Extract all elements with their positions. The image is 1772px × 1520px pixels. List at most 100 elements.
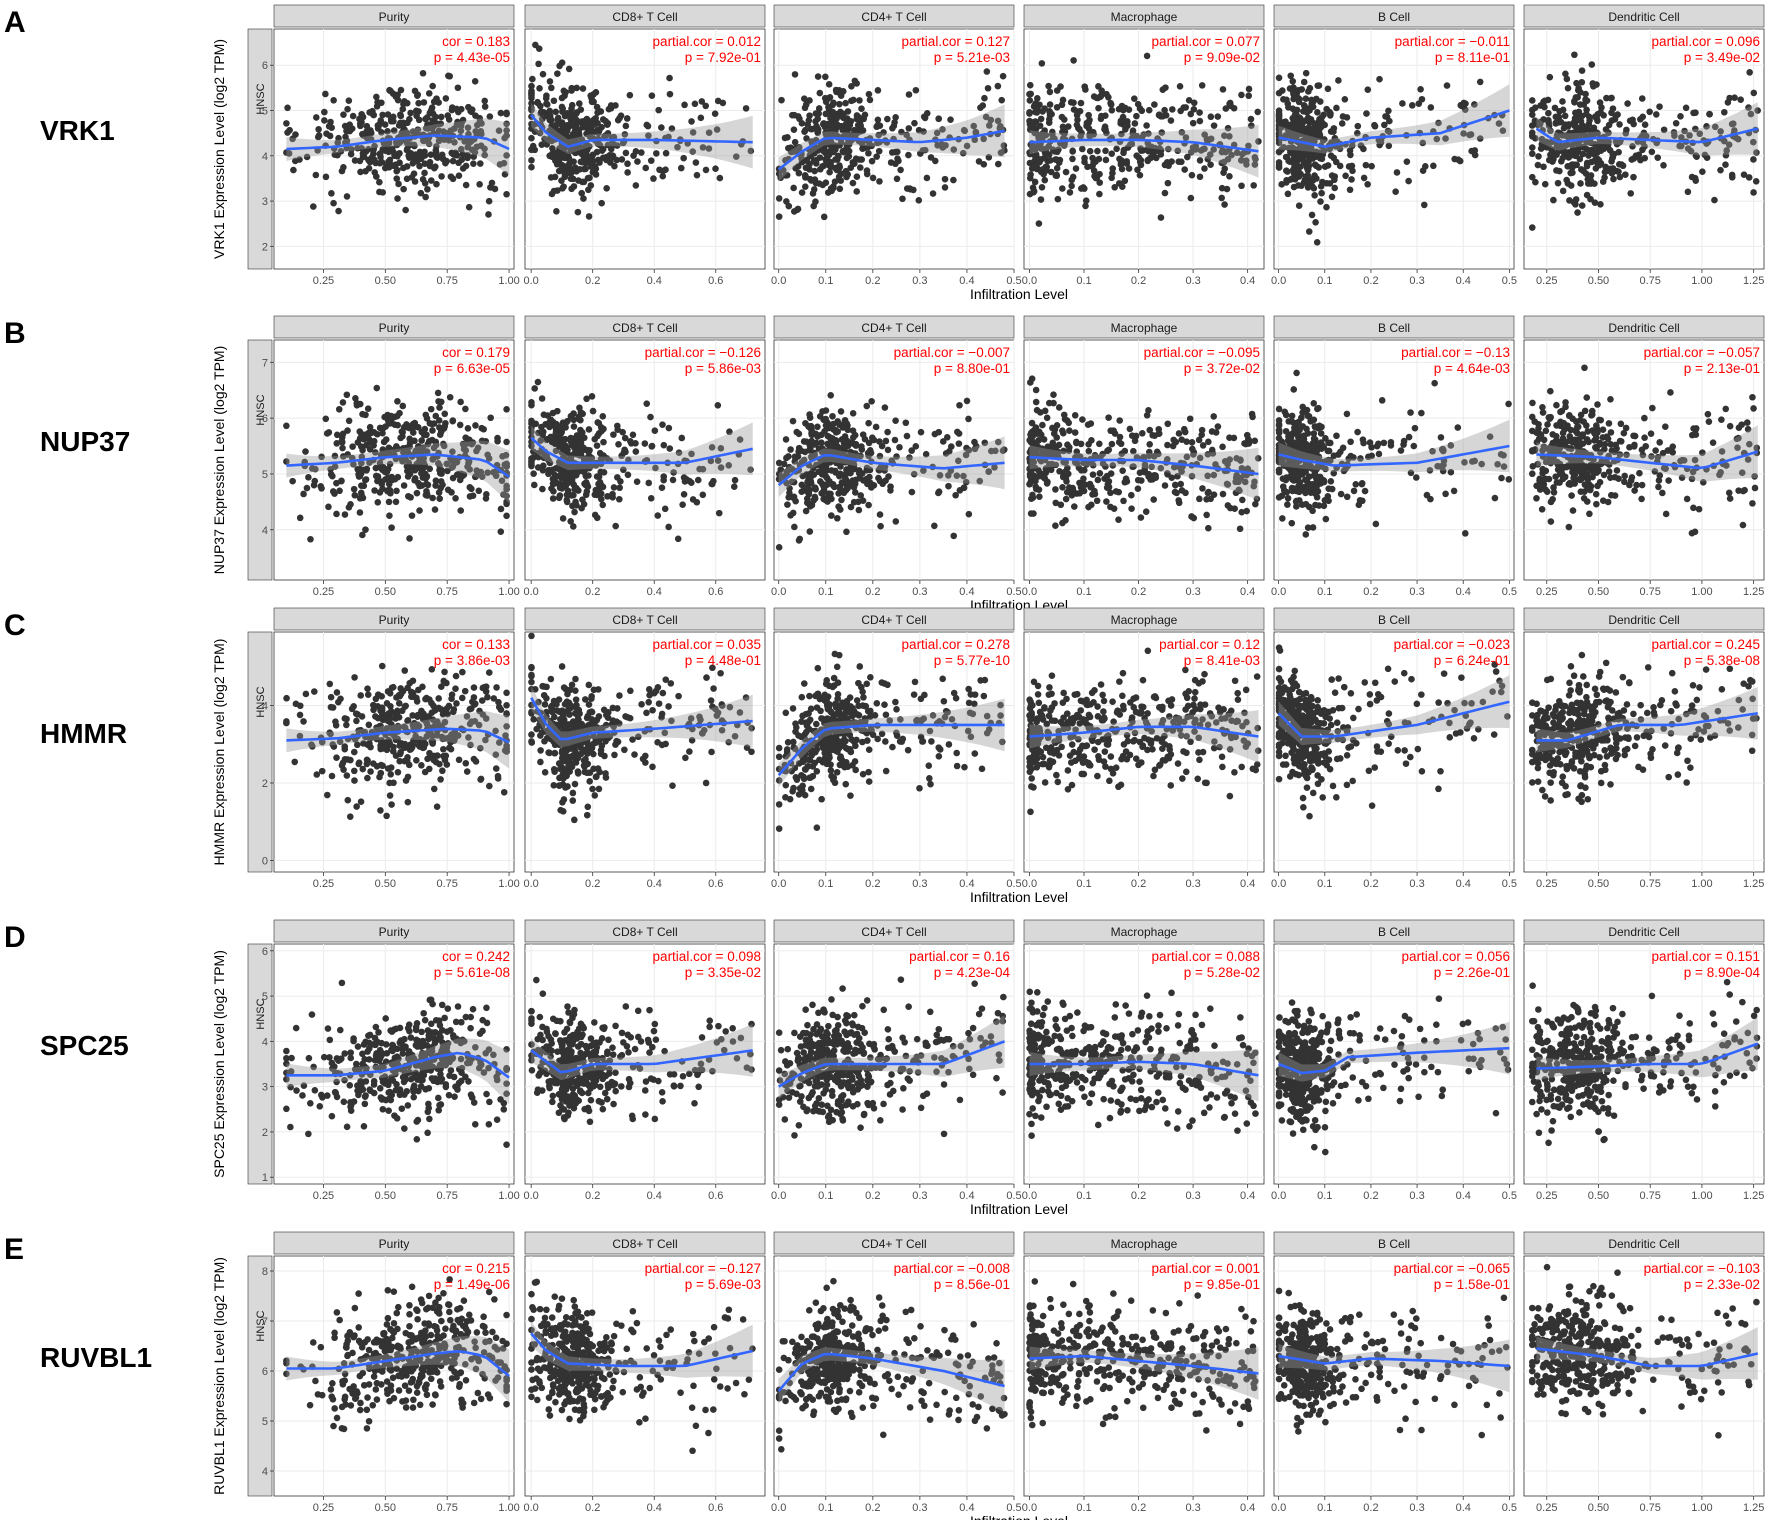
data-point	[816, 180, 823, 187]
data-point	[674, 143, 681, 151]
x-tick-label: 0.1	[818, 275, 833, 287]
data-point	[1059, 185, 1066, 192]
data-point	[1139, 429, 1146, 437]
data-point	[481, 97, 489, 105]
data-point	[380, 466, 388, 473]
data-point	[1318, 155, 1326, 163]
data-point	[574, 208, 582, 216]
data-point	[373, 93, 380, 101]
data-point	[410, 423, 418, 431]
data-point	[1096, 440, 1103, 448]
data-point	[1189, 119, 1197, 127]
data-point	[1728, 173, 1736, 181]
data-point	[459, 165, 467, 172]
data-point	[598, 147, 606, 155]
data-point	[1145, 473, 1152, 480]
data-point	[475, 487, 483, 495]
data-point	[422, 124, 430, 132]
data-point	[503, 190, 510, 198]
data-point	[1572, 94, 1580, 101]
data-point	[826, 168, 833, 176]
data-point	[1115, 516, 1122, 523]
data-point	[1076, 490, 1083, 497]
data-point	[905, 125, 913, 132]
data-point	[442, 95, 450, 102]
data-point	[1333, 432, 1340, 440]
data-point	[1291, 419, 1299, 427]
data-point	[1578, 67, 1586, 74]
data-point	[602, 117, 609, 125]
data-point	[528, 87, 535, 95]
facet-strip-label: B Cell	[1378, 10, 1410, 24]
x-tick-label: 0.2	[1131, 586, 1146, 598]
data-point	[1288, 412, 1296, 420]
x-tick-label: 0.0	[524, 586, 539, 598]
x-tick-label: 1.25	[1743, 275, 1764, 287]
data-point	[1214, 423, 1222, 430]
data-point	[1315, 82, 1323, 89]
data-point	[963, 397, 971, 405]
data-point	[1721, 108, 1728, 116]
data-point	[435, 137, 443, 145]
data-point	[884, 428, 891, 436]
data-point	[1541, 180, 1549, 188]
data-point	[1131, 120, 1139, 127]
data-point	[1038, 184, 1046, 191]
data-point	[585, 213, 593, 220]
data-point	[1311, 490, 1319, 497]
data-point	[1227, 102, 1235, 110]
data-point	[478, 130, 485, 138]
data-point	[1058, 101, 1066, 109]
data-point	[666, 445, 674, 452]
data-point	[1102, 147, 1109, 155]
data-point	[1032, 386, 1040, 394]
data-point	[1030, 188, 1037, 196]
data-point	[433, 180, 440, 188]
data-point	[1541, 103, 1548, 111]
data-point	[546, 152, 553, 160]
data-point	[1443, 82, 1451, 89]
data-point	[423, 480, 430, 488]
data-point	[1210, 122, 1218, 129]
data-point	[812, 117, 819, 125]
data-point	[593, 148, 601, 156]
data-point	[286, 126, 293, 134]
data-point	[1346, 186, 1354, 194]
data-point	[791, 453, 799, 461]
data-point	[1055, 404, 1063, 411]
data-point	[1505, 400, 1512, 408]
data-point	[702, 102, 710, 110]
p-value: p = 5.21e-03	[934, 50, 1010, 65]
data-point	[1175, 497, 1182, 504]
data-point	[1057, 83, 1064, 90]
data-point	[1059, 484, 1066, 491]
data-point	[1302, 500, 1310, 508]
data-point	[568, 105, 575, 113]
data-point	[662, 149, 670, 157]
data-point	[1298, 156, 1306, 163]
data-point	[1313, 239, 1321, 246]
data-point	[333, 479, 340, 487]
data-point	[548, 84, 555, 92]
data-point	[810, 157, 818, 165]
data-point	[1116, 417, 1124, 424]
data-point	[1139, 147, 1147, 154]
data-point	[1189, 445, 1196, 453]
data-point	[1339, 444, 1347, 452]
data-point	[1043, 167, 1050, 174]
data-point	[621, 434, 629, 442]
data-point	[1198, 82, 1206, 89]
data-point	[1236, 525, 1244, 533]
data-point	[884, 446, 892, 454]
data-point	[1037, 115, 1045, 123]
data-point	[1078, 185, 1085, 192]
data-point	[1430, 162, 1437, 170]
data-point	[850, 96, 857, 104]
data-point	[407, 494, 414, 501]
data-point	[835, 153, 842, 160]
data-point	[370, 437, 378, 445]
data-point	[1049, 439, 1057, 447]
data-point	[528, 100, 535, 107]
